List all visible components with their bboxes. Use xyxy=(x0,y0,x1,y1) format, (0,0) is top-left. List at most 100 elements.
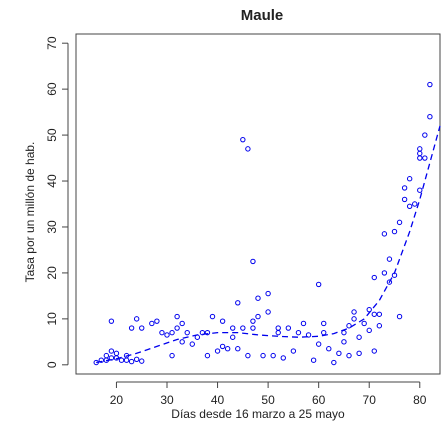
data-point xyxy=(290,348,297,354)
data-point xyxy=(351,309,357,315)
data-point xyxy=(406,203,413,209)
data-point xyxy=(280,355,286,361)
data-point xyxy=(422,155,428,161)
trend-line xyxy=(96,125,441,364)
data-point xyxy=(235,300,241,306)
data-point xyxy=(381,231,388,237)
data-point xyxy=(366,327,372,334)
data-point xyxy=(346,352,352,359)
data-point xyxy=(139,358,145,364)
x-axis: 20 30 40 50 60 70 80 xyxy=(110,381,427,407)
data-point xyxy=(315,341,322,347)
data-point xyxy=(356,334,362,340)
y-tick-label: 60 xyxy=(45,82,59,96)
data-point xyxy=(310,357,317,363)
data-point xyxy=(396,313,403,320)
data-point xyxy=(417,146,423,152)
data-point xyxy=(255,295,261,301)
data-point xyxy=(154,318,160,324)
data-point xyxy=(351,316,357,322)
data-point xyxy=(371,311,377,317)
data-point xyxy=(169,352,175,359)
data-point xyxy=(295,329,302,336)
data-point xyxy=(164,332,170,338)
data-point xyxy=(396,219,403,226)
chart-title: Maule xyxy=(241,7,284,24)
data-point xyxy=(139,325,145,331)
data-point xyxy=(341,339,347,345)
x-tick-label: 30 xyxy=(160,393,174,407)
data-point xyxy=(149,320,155,327)
data-point xyxy=(133,356,140,362)
data-point xyxy=(189,341,195,347)
data-point xyxy=(250,318,256,324)
y-tick-label: 40 xyxy=(45,174,59,188)
data-point xyxy=(255,313,261,320)
x-tick-label: 40 xyxy=(211,393,225,407)
data-point xyxy=(179,339,185,345)
data-point xyxy=(219,318,226,324)
data-point xyxy=(356,350,362,357)
data-point xyxy=(346,323,352,329)
data-point xyxy=(417,155,423,161)
data-point xyxy=(391,228,398,235)
data-point xyxy=(366,306,372,313)
data-point xyxy=(204,329,211,336)
y-axis-label: Tasa por un millón de hab. xyxy=(23,142,37,283)
data-point xyxy=(381,270,388,276)
data-point xyxy=(174,313,180,320)
data-point xyxy=(128,325,135,331)
data-point xyxy=(331,359,337,366)
data-point xyxy=(240,136,246,143)
x-tick-label: 60 xyxy=(312,393,326,407)
data-point xyxy=(245,352,251,359)
data-point xyxy=(123,357,130,363)
data-point xyxy=(219,343,226,350)
y-tick-label: 50 xyxy=(45,128,59,142)
data-point xyxy=(159,329,165,336)
data-point xyxy=(386,256,393,262)
data-point xyxy=(417,150,423,157)
data-point xyxy=(209,313,216,320)
y-tick-label: 20 xyxy=(45,266,59,280)
data-point xyxy=(326,346,332,352)
data-point xyxy=(113,350,120,357)
data-point xyxy=(260,352,266,359)
data-point xyxy=(179,320,185,327)
data-point xyxy=(315,281,322,288)
data-point xyxy=(245,146,251,152)
data-point xyxy=(371,274,377,281)
y-tick-label: 30 xyxy=(45,220,59,234)
data-point xyxy=(427,81,433,88)
data-point xyxy=(417,187,423,193)
data-point xyxy=(118,357,125,363)
data-point xyxy=(422,132,428,138)
data-point xyxy=(412,201,418,207)
data-point xyxy=(321,320,327,327)
x-tick-label: 50 xyxy=(261,393,275,407)
data-point xyxy=(214,348,221,354)
plot-frame xyxy=(75,33,441,375)
data-point xyxy=(285,325,292,331)
x-tick-label: 80 xyxy=(413,393,427,407)
x-axis-label: Días desde 16 marzo a 25 mayo xyxy=(171,407,345,421)
data-point xyxy=(376,323,383,329)
x-tick-label: 20 xyxy=(110,393,124,407)
data-point xyxy=(108,348,115,354)
data-point xyxy=(371,348,377,354)
data-point xyxy=(224,346,231,352)
data-point xyxy=(204,352,211,359)
data-point xyxy=(401,185,408,191)
data-point xyxy=(235,346,241,352)
data-point xyxy=(265,309,271,315)
data-point xyxy=(275,325,281,331)
data-point xyxy=(386,279,393,285)
y-tick-label: 10 xyxy=(45,312,59,326)
data-point xyxy=(427,114,433,120)
data-point xyxy=(230,334,236,340)
data-point xyxy=(305,332,312,338)
data-point xyxy=(401,196,408,203)
data-point xyxy=(250,325,256,331)
data-point xyxy=(270,352,276,359)
